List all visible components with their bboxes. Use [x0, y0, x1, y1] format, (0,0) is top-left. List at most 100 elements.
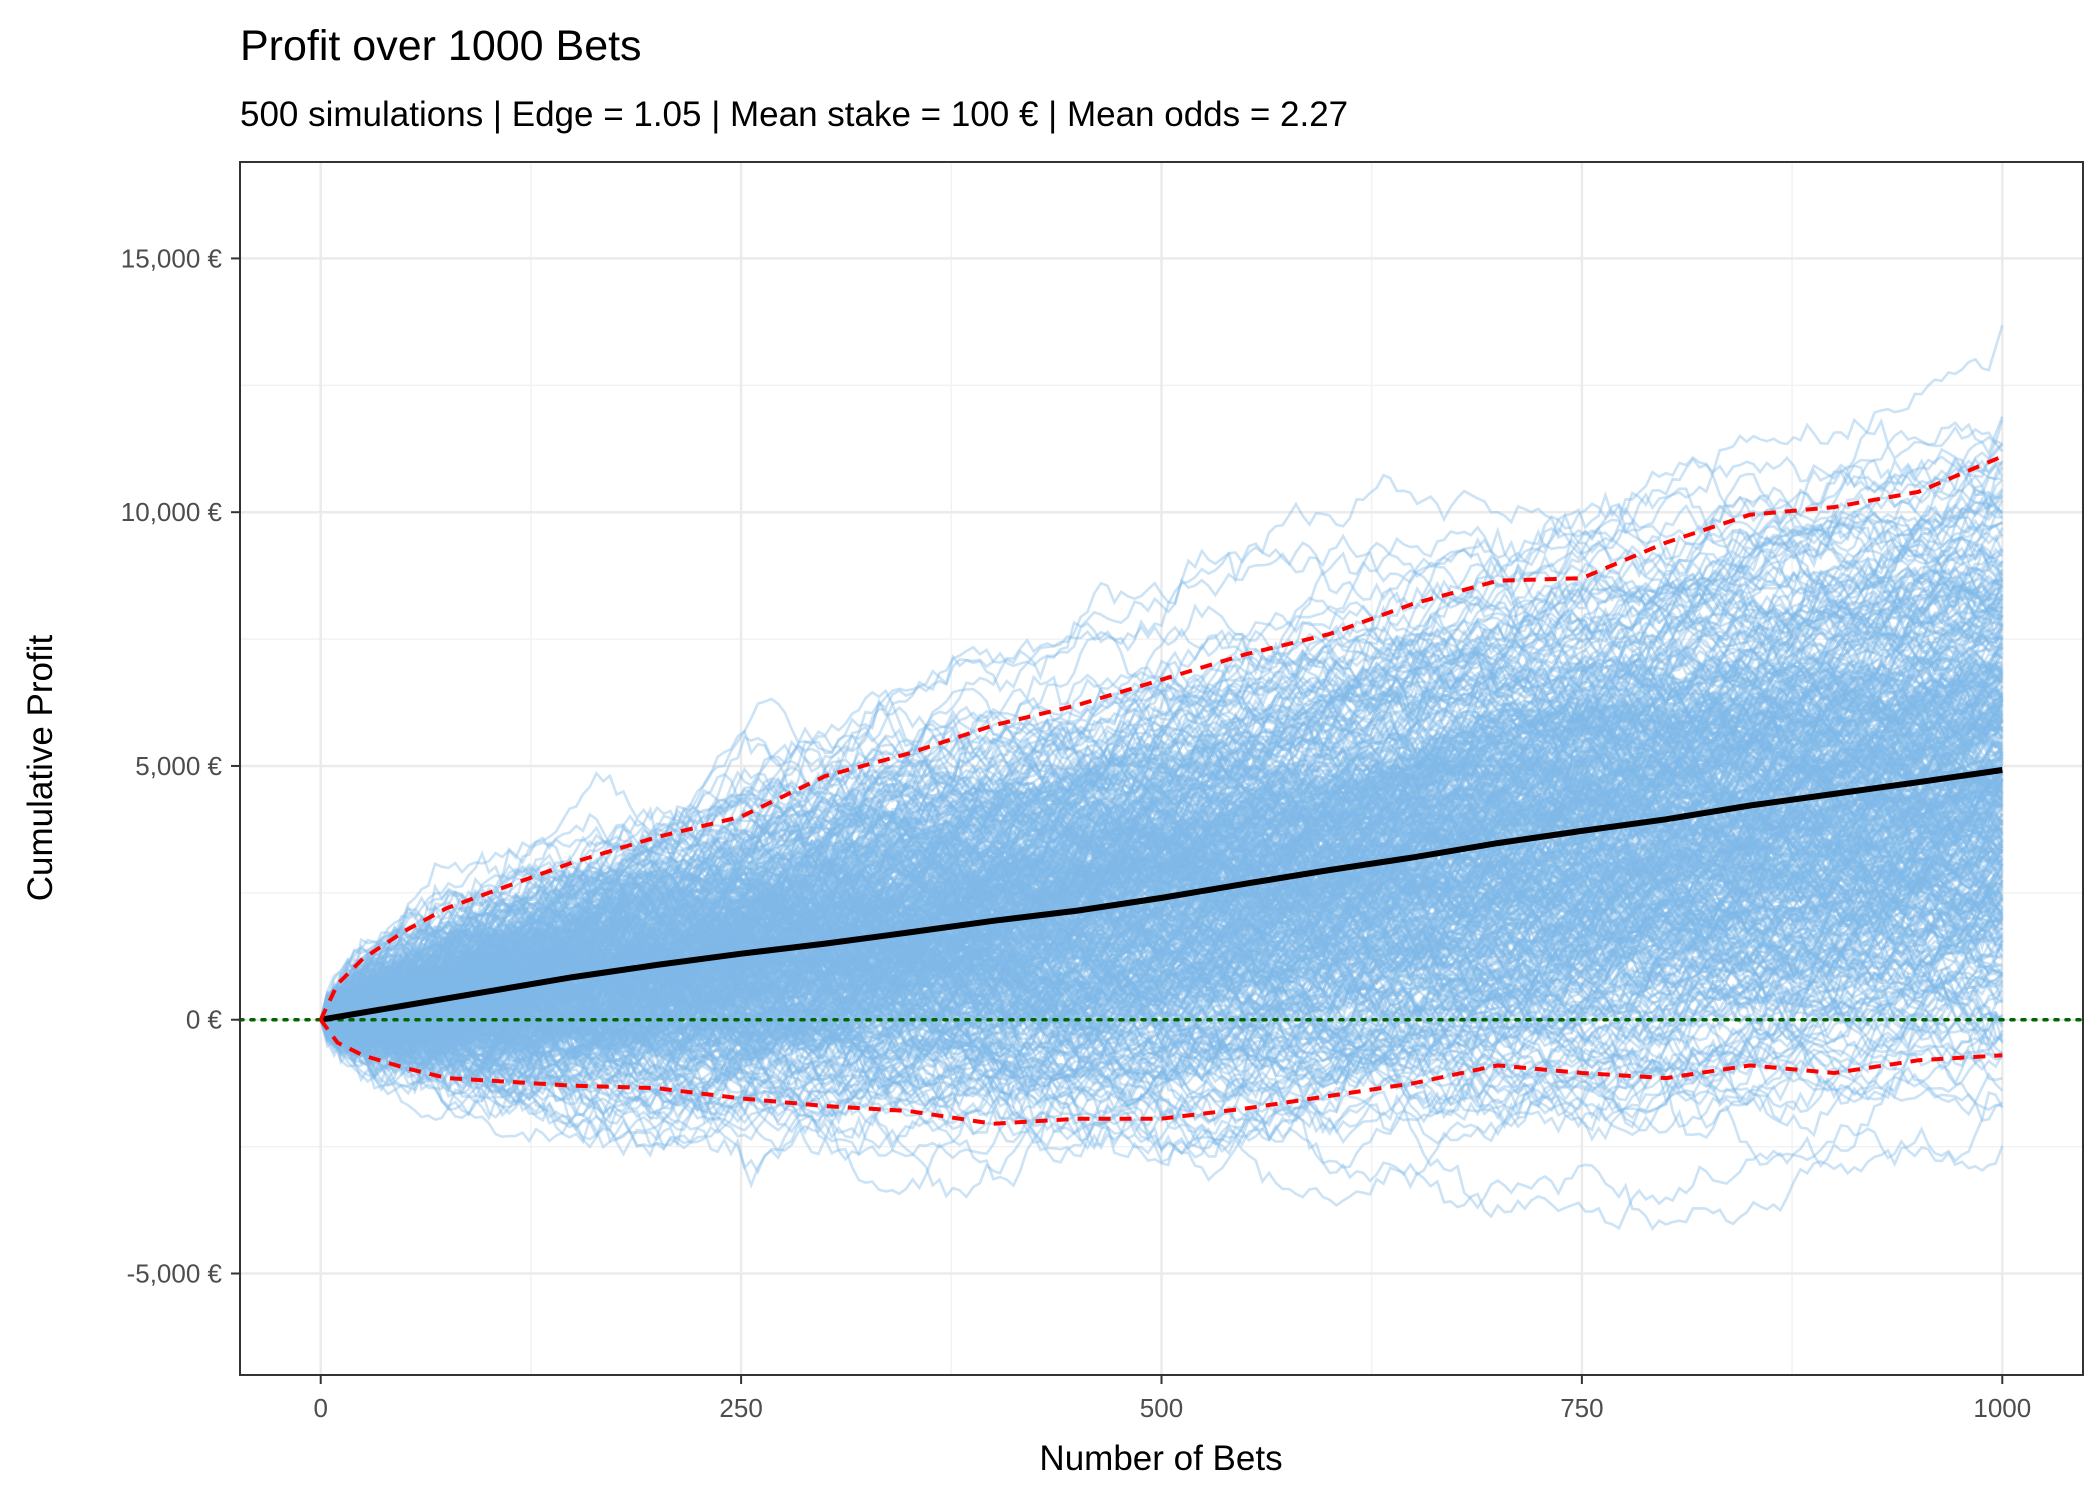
simulation-path: [319, 760, 2004, 1021]
simulation-path: [319, 814, 2004, 1048]
simulation-path: [319, 506, 2003, 1021]
simulation-path: [319, 909, 2004, 1121]
simulation-path: [320, 879, 2004, 1048]
simulation-path: [319, 813, 2004, 1065]
simulation-path: [320, 606, 2004, 1035]
simulation-path: [320, 938, 2004, 1155]
simulation-path: [319, 778, 2004, 1050]
gridlines: [240, 162, 2083, 1375]
simulation-path: [319, 895, 2004, 1028]
simulation-path: [320, 491, 2004, 1021]
simulation-path: [320, 793, 2003, 1087]
simulation-path: [319, 765, 2004, 1060]
simulation-path: [320, 914, 2003, 1071]
simulation-path: [319, 478, 2004, 1031]
simulation-path: [319, 798, 2003, 1162]
simulation-path: [319, 772, 2004, 1029]
simulation-path: [319, 714, 2004, 1032]
simulation-path: [319, 771, 2004, 1049]
simulation-path: [319, 637, 2004, 1088]
simulation-path: [319, 712, 2004, 1122]
simulation-path: [320, 606, 2004, 1042]
simulation-path: [319, 744, 2004, 1066]
simulation-path: [320, 712, 2003, 1038]
simulation-path: [319, 504, 2004, 1044]
simulation-path: [319, 694, 2004, 1032]
simulation-path: [319, 608, 2004, 1021]
simulation-path: [319, 879, 2004, 1057]
simulation-path: [320, 768, 2003, 1021]
simulation-path: [319, 701, 2004, 1030]
simulation-path: [320, 753, 2004, 1036]
lower-series-line: [319, 1018, 2003, 1126]
simulation-path: [320, 819, 2003, 1043]
simulation-path: [319, 774, 2003, 1065]
simulation-path: [320, 826, 2003, 1091]
simulation-path: [320, 587, 2004, 1021]
simulation-path: [319, 903, 2003, 1158]
simulation-path: [319, 779, 2004, 1061]
simulation-path: [319, 846, 2004, 1021]
simulation-path: [320, 937, 2004, 1142]
simulation-path: [320, 684, 2004, 1077]
simulation-path: [319, 710, 2003, 1114]
simulation-path: [319, 757, 2004, 1075]
simulation-path: [319, 594, 2003, 1047]
simulation-path: [320, 457, 2003, 1041]
simulation-path: [320, 548, 2004, 1028]
simulation-path: [319, 949, 2003, 1169]
simulation-path: [319, 826, 2004, 1121]
simulation-path: [319, 804, 2004, 1083]
simulation-path: [319, 861, 2004, 1021]
simulation-path: [319, 748, 2003, 1049]
simulation-path: [320, 764, 2004, 1042]
simulation-path: [319, 644, 2004, 1058]
simulation-path: [320, 699, 2004, 1021]
upper-series-line: [318, 454, 2004, 1021]
simulation-path: [320, 822, 2003, 1111]
simulation-path: [319, 565, 2004, 1027]
simulation-path: [319, 676, 2004, 1021]
simulation-path: [319, 417, 2004, 1041]
simulation-path: [319, 708, 2003, 1057]
simulation-path: [319, 806, 2004, 1148]
simulation-path: [319, 963, 2004, 1146]
simulation-path: [319, 800, 2003, 1021]
simulation-path: [320, 916, 2004, 1102]
simulation-path: [320, 646, 2004, 1027]
simulation-path: [319, 812, 2004, 1021]
simulation-path: [320, 630, 2004, 1084]
simulation-path: [319, 628, 2003, 1034]
simulation-path: [320, 692, 2003, 1021]
simulation-path: [319, 761, 2004, 1064]
simulation-path: [319, 763, 2004, 1060]
simulation-path: [320, 676, 2003, 1028]
simulation-path: [319, 488, 2004, 1028]
simulation-path: [319, 782, 2004, 1043]
y-tick-label: 0 €: [186, 1005, 223, 1035]
simulation-path: [319, 844, 2004, 1080]
simulation-path: [319, 651, 2004, 1023]
simulation-path: [319, 850, 2003, 1066]
simulation-path: [319, 988, 2003, 1126]
simulation-path: [320, 871, 2004, 1025]
simulation-path: [319, 621, 2004, 1025]
simulation-path: [319, 803, 2004, 1028]
x-tick-label: 250: [719, 1393, 762, 1423]
simulation-path: [319, 623, 2004, 1021]
simulation-path: [319, 878, 2003, 1022]
simulation-path: [319, 726, 2004, 1053]
simulation-path: [319, 697, 2003, 1027]
simulation-path: [320, 808, 2004, 1036]
simulation-path: [319, 677, 2003, 1056]
simulation-path: [320, 706, 2004, 1059]
simulation-path: [320, 670, 2004, 1023]
simulation-path: [319, 953, 2003, 1058]
simulation-path: [320, 543, 2004, 1036]
x-tick-label: 1000: [1973, 1393, 2031, 1423]
simulation-path: [320, 921, 2004, 1132]
simulation-path: [319, 658, 2004, 1039]
simulation-path: [319, 757, 2003, 1037]
simulation-path: [319, 552, 2003, 1021]
simulation-path: [320, 837, 2004, 1061]
